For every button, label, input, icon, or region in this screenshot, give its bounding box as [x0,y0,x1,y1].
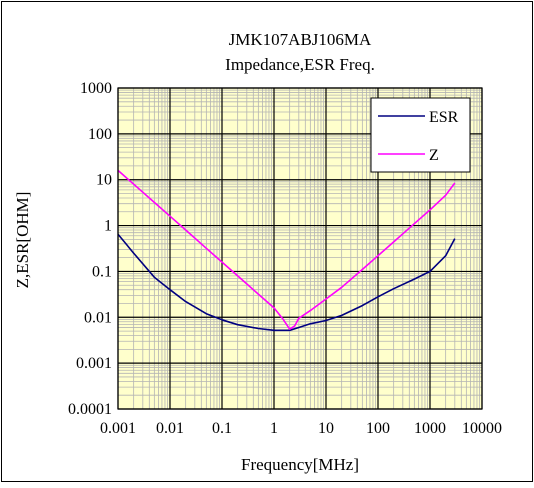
axis-layer: 0.001 0.01 0.1 1 10 100 1000 10000 0.0001 0.001 0.… [68,80,502,437]
legend-label-esr: ESR [429,109,459,126]
y-tick-label: 0.0001 [68,401,112,418]
series-line-esr [117,233,456,332]
x-tick-label: 10000 [462,420,502,437]
minor-gridlines [118,88,482,409]
x-tick-label: 0.001 [100,420,136,437]
x-tick-label: 0.1 [212,420,232,437]
plot-frame [117,87,483,410]
x-axis-label: Frequency[MHz] [241,455,359,474]
x-tick-label: 1 [270,420,278,437]
chart-title: JMK107ABJ106MA [229,30,372,49]
y-tick-label: 0.1 [92,263,112,280]
x-tick-label: 0.01 [156,420,184,437]
legend-box [370,97,471,173]
x-tick-label: 100 [366,420,390,437]
legend-label-z: Z [429,147,439,164]
legend: ESR Z [370,97,471,173]
series-line-z [117,169,456,331]
y-tick-label: 0.001 [76,355,112,372]
y-axis-label: Z,ESR[OHM] [13,192,32,289]
x-tick-label: 1000 [414,420,446,437]
y-tick-label: 1 [104,218,112,235]
chart-subtitle: Impedance,ESR Freq. [225,55,375,74]
series-layer [117,169,456,332]
x-tick-label: 10 [318,420,334,437]
y-tick-label: 10 [96,172,112,189]
y-tick-label: 0.01 [84,309,112,326]
y-tick-label: 1000 [80,80,112,97]
y-tick-label: 100 [88,126,112,143]
